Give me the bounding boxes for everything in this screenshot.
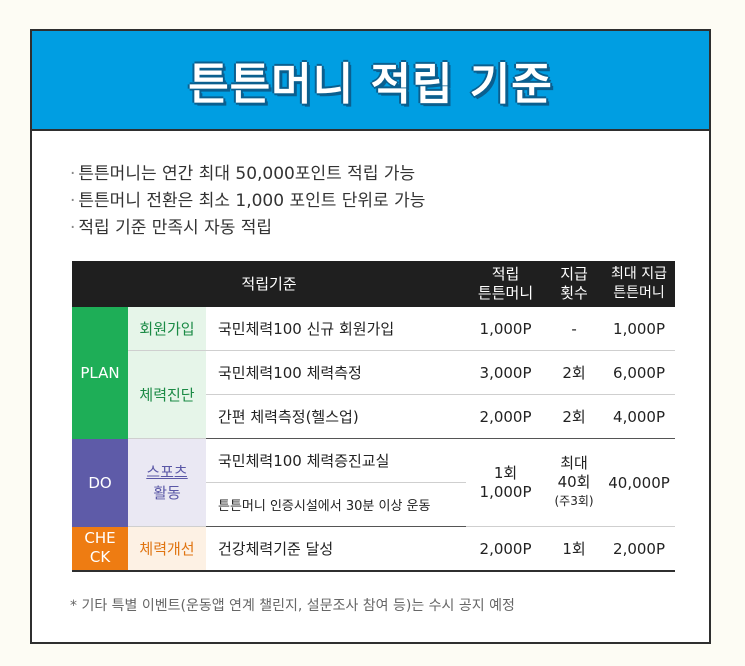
bullet-dot: · bbox=[70, 164, 76, 184]
table-row: PLAN 회원가입 국민체력100 신규 회원가입 1,000P - 1,000… bbox=[72, 307, 676, 439]
row-count: - bbox=[545, 307, 604, 351]
footnote: * 기타 특별 이벤트(운동앱 연계 챌린지, 설문조사 참여 등)는 수시 공… bbox=[70, 598, 515, 614]
earning-criteria-card: 튼튼머니 적립 기준 · 튼튼머니는 연간 최대 50,000포인트 적립 가능 … bbox=[30, 29, 711, 644]
info-bullet: · 튼튼머니 전환은 최소 1,000 포인트 단위로 가능 bbox=[70, 188, 425, 215]
do-points: 1회 1,000P bbox=[466, 438, 546, 527]
row-description: 건강체력기준 달성 bbox=[206, 526, 467, 572]
category-improvement: 체력개선 bbox=[128, 526, 206, 572]
row-description: 간편 체력측정(헬스업) bbox=[206, 394, 467, 439]
header-count-line1: 지급 bbox=[560, 265, 588, 283]
stage-check: CHE CK bbox=[72, 526, 128, 572]
do-max: 40,000P bbox=[603, 438, 676, 527]
stage-plan: PLAN bbox=[72, 307, 128, 439]
do-count-note: (주3회) bbox=[554, 494, 594, 508]
header-count-line2: 횟수 bbox=[560, 284, 588, 302]
do-count-line2: 40회 bbox=[557, 473, 591, 491]
row-description: 국민체력100 체력측정 bbox=[206, 350, 467, 395]
header-points-line1: 적립 bbox=[491, 265, 520, 283]
header-count: 지급 횟수 bbox=[545, 261, 604, 307]
criteria-table: 적립기준 적립 튼튼머니 지급 횟수 최대 지급 튼튼머니 PLAN 회원가입 국민체… bbox=[72, 261, 676, 572]
stage-do: DO bbox=[72, 438, 128, 527]
row-count: 1회 bbox=[545, 526, 604, 572]
do-count-line1: 최대 bbox=[560, 454, 588, 472]
row-points: 2,000P bbox=[466, 394, 546, 439]
row-max: 6,000P bbox=[603, 350, 676, 395]
row-description: 국민체력100 신규 회원가입 bbox=[206, 307, 467, 351]
info-bullet-list: · 튼튼머니는 연간 최대 50,000포인트 적립 가능 · 튼튼머니 전환은 최… bbox=[70, 161, 425, 242]
row-description: 튼튼머니 인증시설에서 30분 이상 운동 bbox=[206, 482, 467, 527]
table-header-row: 적립기준 적립 튼튼머니 지급 횟수 최대 지급 튼튼머니 bbox=[72, 261, 676, 307]
category-fitness-test: 체력진단 bbox=[128, 350, 206, 439]
do-points-line2: 1,000P bbox=[479, 482, 532, 501]
row-points: 2,000P bbox=[466, 526, 546, 572]
title-banner: 튼튼머니 적립 기준 bbox=[32, 31, 709, 131]
bullet-dot: · bbox=[70, 218, 76, 238]
table-row: 체력진단 국민체력100 체력측정 3,000P 2회 6,000P bbox=[72, 350, 676, 439]
row-max: 4,000P bbox=[603, 394, 676, 439]
header-points-line2: 튼튼머니 bbox=[477, 284, 534, 302]
header-max-line2: 튼튼머니 bbox=[613, 285, 665, 301]
row-count: 2회 bbox=[545, 350, 604, 395]
page-title: 튼튼머니 적립 기준 bbox=[188, 59, 553, 110]
table-row: 튼튼머니 인증시설에서 30분 이상 운동 bbox=[72, 482, 675, 527]
row-max: 2,000P bbox=[603, 526, 676, 572]
bullet-dot: · bbox=[70, 191, 76, 211]
do-points-line1: 1회 bbox=[493, 463, 518, 482]
row-max: 1,000P bbox=[603, 307, 676, 351]
header-max-line1: 최대 지급 bbox=[611, 266, 668, 282]
do-count: 최대 40회 (주3회) bbox=[545, 438, 604, 527]
info-bullet: · 적립 기준 만족시 자동 적립 bbox=[70, 215, 425, 242]
bullet-text: 튼튼머니는 연간 최대 50,000포인트 적립 가능 bbox=[78, 164, 416, 184]
row-description: 국민체력100 체력증진교실 bbox=[206, 438, 467, 483]
bullet-text: 튼튼머니 전환은 최소 1,000 포인트 단위로 가능 bbox=[78, 191, 426, 211]
category-sports-line1: 스포츠 bbox=[146, 462, 188, 481]
info-bullet: · 튼튼머니는 연간 최대 50,000포인트 적립 가능 bbox=[70, 161, 425, 188]
row-count: 2회 bbox=[545, 394, 604, 439]
row-points: 3,000P bbox=[466, 350, 546, 395]
stage-check-line2: CK bbox=[89, 548, 111, 567]
bullet-text: 적립 기준 만족시 자동 적립 bbox=[78, 218, 273, 238]
category-signup: 회원가입 bbox=[128, 307, 206, 351]
stage-check-line1: CHE bbox=[84, 529, 116, 548]
table-row: 간편 체력측정(헬스업) 2,000P 2회 4,000P bbox=[72, 394, 676, 439]
category-sports-line2: 활동 bbox=[153, 483, 181, 502]
table-row: CHE CK 체력개선 건강체력기준 달성 2,000P 1회 2,000P bbox=[72, 526, 676, 572]
header-points: 적립 튼튼머니 bbox=[466, 261, 546, 307]
row-points: 1,000P bbox=[466, 307, 546, 351]
header-criteria: 적립기준 bbox=[72, 261, 467, 307]
